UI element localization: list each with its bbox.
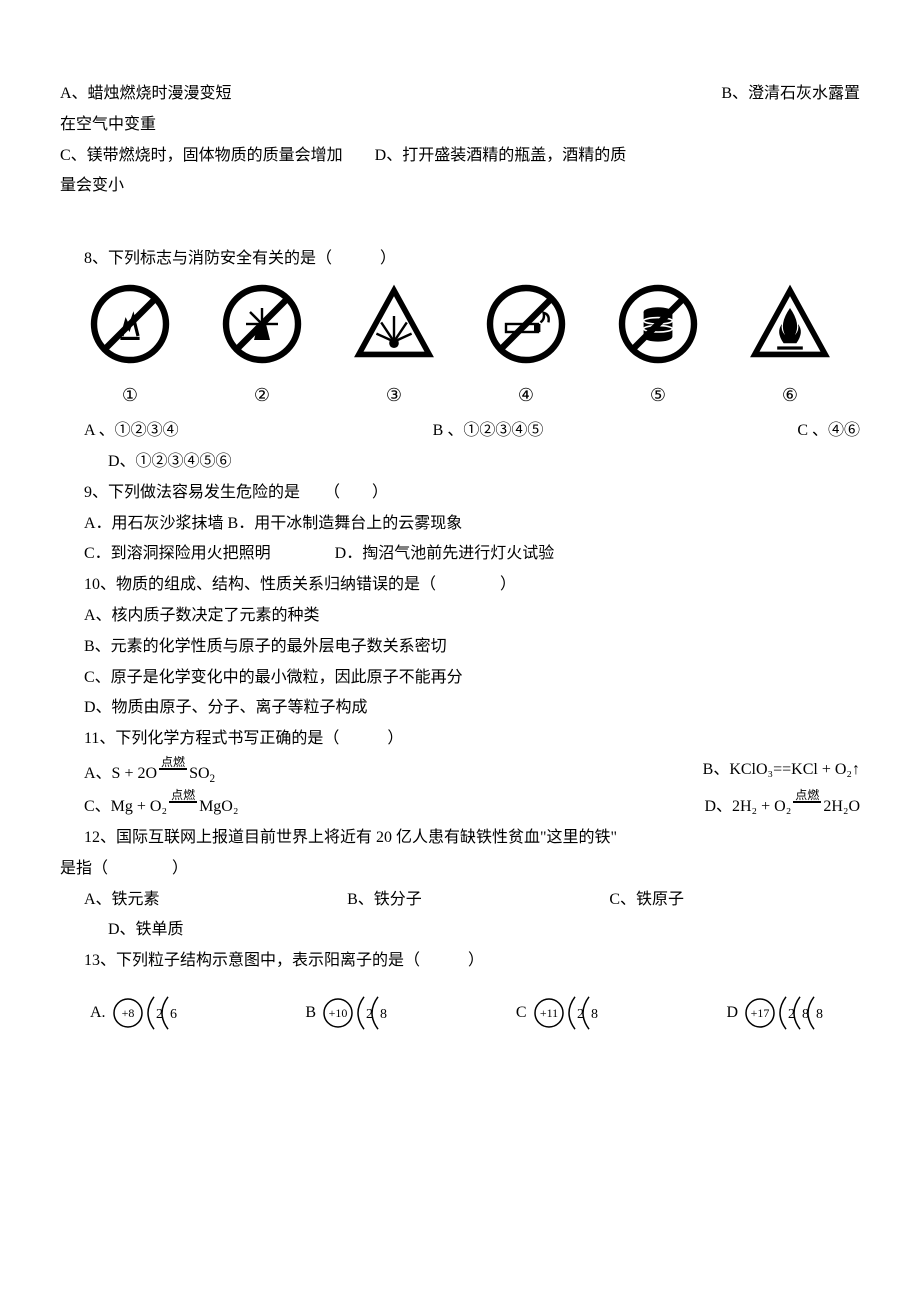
q11-eqA: A、S + 2O点燃 SO2	[84, 756, 456, 789]
q11-cond-d: 点燃	[793, 789, 821, 802]
safety-sign-3-icon	[344, 284, 444, 375]
q7-optB: B、澄清石灰水露置	[721, 80, 860, 109]
q13-opt-label-2: C	[516, 999, 527, 1028]
svg-text:+17: +17	[751, 1006, 770, 1020]
q7-optCD: C、镁带燃烧时，固体物质的质量会增加 D、打开盛装酒精的瓶盖，酒精的质	[60, 142, 860, 171]
q8-num4: ④	[476, 379, 576, 411]
q10-optC: C、原子是化学变化中的最小微粒，因此原子不能再分	[60, 664, 860, 693]
atom-diagram-0: +826	[112, 988, 184, 1038]
q13-opt-2: C+1128	[516, 988, 605, 1038]
q12-stem-b: 是指（ ）	[60, 855, 860, 884]
q8-stem: 8、下列标志与消防安全有关的是（ ）	[60, 245, 860, 274]
q8-choices1: A 、①②③④ B 、①②③④⑤ C 、④⑥	[60, 417, 860, 446]
q11-row1: A、S + 2O点燃 SO2 B、KClO₃==KCl + O₂↑	[60, 756, 860, 789]
safety-sign-6-icon	[740, 284, 840, 375]
safety-sign-5-icon	[608, 284, 708, 375]
q9-stem: 9、下列做法容易发生危险的是 （ ）	[60, 479, 860, 508]
q11-row2: C、Mg + O₂点燃 MgO₂ D、2H₂ + O₂点燃 2H₂O	[60, 789, 860, 822]
safety-sign-4-icon	[476, 284, 576, 375]
spacer	[60, 203, 860, 243]
q12-stem-a: 12、国际互联网上报道目前世界上将近有 20 亿人患有缺铁性贫血"这里的铁"	[60, 824, 860, 853]
q8-num3: ③	[344, 379, 444, 411]
q11-eqC: C、Mg + O₂点燃 MgO₂	[84, 789, 456, 822]
q13-opt-label-1: B	[305, 999, 316, 1028]
q11-cond-a: 点燃	[159, 756, 187, 769]
svg-text:8: 8	[591, 1007, 598, 1022]
q13-opt-0: A.+826	[90, 988, 184, 1038]
svg-text:8: 8	[380, 1007, 387, 1022]
q8-optD: D、①②③④⑤⑥	[60, 448, 860, 477]
q11-eqA-post: SO	[189, 765, 209, 782]
q7-optB-cont: 在空气中变重	[60, 111, 860, 140]
q11-stem: 11、下列化学方程式书写正确的是（ ）	[60, 725, 860, 754]
q11-cond-c: 点燃	[169, 789, 197, 802]
q8-symbols	[80, 284, 840, 375]
q11-eqC-pre: C、Mg + O₂	[84, 798, 167, 815]
q11-eqD-post: 2H₂O	[823, 798, 860, 815]
q11-eqD: D、2H₂ + O₂点燃 2H₂O	[488, 789, 860, 822]
q12-optA: A、铁元素	[84, 886, 160, 915]
q12-optD: D、铁单质	[60, 916, 860, 945]
q12-optB: B、铁分子	[347, 886, 422, 915]
q8-optB: B 、①②③④⑤	[433, 417, 544, 446]
q10-optA: A、核内质子数决定了元素的种类	[60, 602, 860, 631]
q10-optD: D、物质由原子、分子、离子等粒子构成	[60, 694, 860, 723]
q13-opt-3: D+17288	[726, 988, 830, 1038]
svg-text:8: 8	[816, 1007, 823, 1022]
q10-stem: 10、物质的组成、结构、性质关系归纳错误的是（ ）	[60, 571, 860, 600]
q12-optC: C、铁原子	[609, 886, 684, 915]
q13-opt-label-3: D	[726, 999, 738, 1028]
q9-optAB: A．用石灰沙浆抹墙 B．用干冰制造舞台上的云雾现象	[60, 510, 860, 539]
q9-optCD: C．到溶洞探险用火把照明 D．掏沼气池前先进行灯火试验	[60, 540, 860, 569]
q8-num5: ⑤	[608, 379, 708, 411]
q12-choices: A、铁元素 B、铁分子 C、铁原子	[60, 886, 684, 915]
svg-text:+8: +8	[121, 1006, 134, 1020]
atom-diagram-1: +1028	[322, 988, 394, 1038]
q13-options: A.+826 B+1028 C+1128 D+17288	[90, 988, 830, 1038]
q13-stem: 13、下列粒子结构示意图中，表示阳离子的是（ ）	[60, 947, 860, 976]
q8-num1: ①	[80, 379, 180, 411]
q13-opt-1: B+1028	[305, 988, 394, 1038]
q7-optA: A、蜡烛燃烧时漫漫变短	[60, 80, 232, 109]
q7-row1: A、蜡烛燃烧时漫漫变短 B、澄清石灰水露置	[60, 80, 860, 109]
q11-eqA-pre: A、S + 2O	[84, 765, 157, 782]
q10-optB: B、元素的化学性质与原子的最外层电子数关系密切	[60, 633, 860, 662]
q8-num2: ②	[212, 379, 312, 411]
q11-eqB: B、KClO₃==KCl + O₂↑	[488, 756, 860, 789]
q8-numbers: ① ② ③ ④ ⑤ ⑥	[80, 379, 840, 411]
q7-optD-cont: 量会变小	[60, 172, 860, 201]
q8-num6: ⑥	[740, 379, 840, 411]
q8-optC: C 、④⑥	[797, 417, 860, 446]
safety-sign-2-icon	[212, 284, 312, 375]
q11-eqC-post: MgO₂	[199, 798, 238, 815]
q13-opt-label-0: A.	[90, 999, 106, 1028]
atom-diagram-3: +17288	[744, 988, 830, 1038]
q11-eqD-pre: D、2H₂ + O₂	[704, 798, 791, 815]
svg-text:6: 6	[170, 1007, 177, 1022]
svg-text:+11: +11	[539, 1006, 557, 1020]
atom-diagram-2: +1128	[533, 988, 605, 1038]
safety-sign-1-icon	[80, 284, 180, 375]
svg-text:+10: +10	[329, 1006, 348, 1020]
q8-optA: A 、①②③④	[84, 417, 179, 446]
